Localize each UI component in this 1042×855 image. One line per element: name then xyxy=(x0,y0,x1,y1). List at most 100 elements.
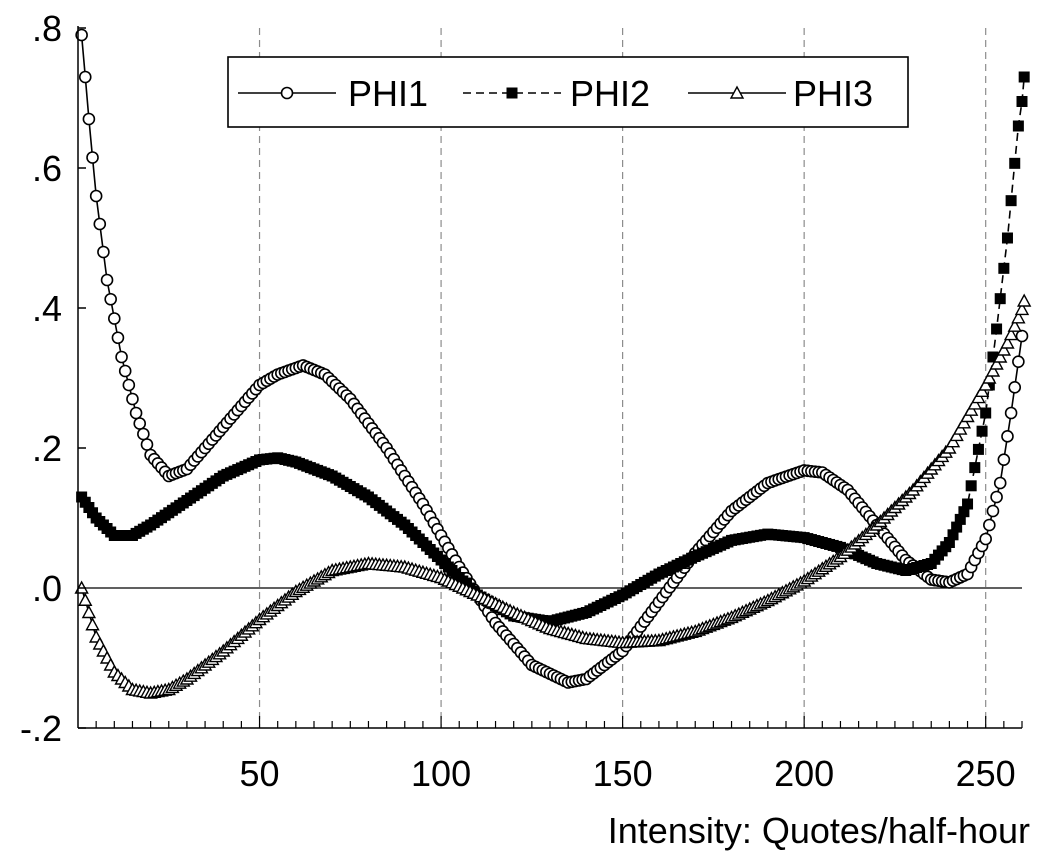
point-phi3 xyxy=(963,402,979,416)
point-phi2 xyxy=(947,529,959,541)
point-phi2 xyxy=(1016,96,1028,107)
point-phi2 xyxy=(1012,120,1024,132)
point-phi1 xyxy=(126,392,139,406)
point-phi1 xyxy=(115,350,128,364)
series-phi3 xyxy=(74,293,1032,699)
point-phi1 xyxy=(997,453,1011,466)
y-tick-label: .6 xyxy=(32,148,62,189)
point-phi2 xyxy=(951,521,963,533)
point-phi1 xyxy=(104,292,117,306)
point-phi1 xyxy=(133,417,147,430)
tick-labels: -.2 .0 .2 .4 .6 .8 50 100 150 200 250 xyxy=(20,8,1016,794)
point-phi1 xyxy=(129,406,143,420)
point-phi2 xyxy=(994,293,1006,305)
point-phi1 xyxy=(75,28,88,42)
point-phi3 xyxy=(971,390,986,404)
point-phi1 xyxy=(986,504,1000,518)
point-phi2 xyxy=(976,425,988,437)
point-phi1 xyxy=(118,364,132,378)
legend-marker-phi2 xyxy=(506,87,518,99)
point-phi3 xyxy=(974,383,990,397)
point-phi3 xyxy=(993,349,1008,363)
x-axis-label: Intensity: Quotes/half-hour xyxy=(608,810,1030,851)
point-phi3 xyxy=(78,592,93,606)
point-phi2 xyxy=(1018,71,1030,83)
y-tick-label: .2 xyxy=(32,428,62,469)
point-phi1 xyxy=(983,518,996,532)
point-phi1 xyxy=(93,217,107,231)
point-phi1 xyxy=(89,189,103,203)
point-phi1 xyxy=(108,312,121,325)
series-line-phi1 xyxy=(80,34,1023,684)
point-phi2 xyxy=(980,407,992,419)
x-tick-label: 200 xyxy=(774,753,834,794)
point-phi3 xyxy=(1011,310,1026,324)
point-phi3 xyxy=(1000,335,1015,349)
y-tick-label: .0 xyxy=(32,568,62,609)
legend-box xyxy=(227,56,909,128)
point-phi1 xyxy=(111,331,125,345)
point-phi1 xyxy=(1001,430,1014,443)
x-tick-label: 100 xyxy=(411,753,471,794)
y-tick-label: .8 xyxy=(32,8,62,49)
point-phi3 xyxy=(85,617,100,631)
point-phi3 xyxy=(996,342,1012,356)
point-phi2 xyxy=(1009,157,1021,169)
point-phi1 xyxy=(137,427,150,441)
point-phi2 xyxy=(958,506,970,518)
point-phi3 xyxy=(81,605,97,619)
point-phi3 xyxy=(967,396,982,410)
series-phi1 xyxy=(75,28,1029,689)
point-phi1 xyxy=(1012,355,1025,368)
point-phi1 xyxy=(990,490,1003,504)
point-phi2 xyxy=(954,513,966,525)
point-phi3 xyxy=(945,434,961,448)
point-phi1 xyxy=(1008,381,1022,394)
legend-marker-phi3 xyxy=(729,85,745,99)
x-tick-label: 50 xyxy=(240,753,280,794)
point-phi3 xyxy=(953,421,968,435)
point-phi1 xyxy=(78,70,92,84)
point-phi3 xyxy=(1007,318,1022,332)
x-tick-label: 250 xyxy=(956,753,1016,794)
legend-label-phi2: PHI2 xyxy=(570,73,650,114)
x-tick-label: 150 xyxy=(593,753,653,794)
point-phi2 xyxy=(962,498,974,510)
point-phi3 xyxy=(985,363,1001,377)
series-layer xyxy=(74,28,1032,699)
point-phi2 xyxy=(969,462,981,474)
legend-label-phi1: PHI1 xyxy=(348,73,428,114)
point-phi2 xyxy=(965,480,977,492)
point-phi3 xyxy=(942,440,957,454)
point-phi3 xyxy=(1014,301,1030,316)
point-phi1 xyxy=(1015,329,1029,343)
point-phi2 xyxy=(972,443,984,455)
point-phi2 xyxy=(943,537,955,548)
point-phi1 xyxy=(140,438,154,451)
legend-label-phi3: PHI3 xyxy=(793,73,873,114)
point-phi1 xyxy=(979,532,992,546)
y-tick-label: .4 xyxy=(32,288,62,329)
point-phi1 xyxy=(100,273,114,287)
point-phi2 xyxy=(998,262,1010,274)
point-phi1 xyxy=(86,151,99,164)
point-phi3 xyxy=(989,356,1004,370)
point-phi2 xyxy=(1001,232,1013,244)
vertical-gridlines xyxy=(258,28,987,728)
point-phi3 xyxy=(960,409,975,423)
point-phi3 xyxy=(978,377,993,391)
point-phi2 xyxy=(1005,195,1017,207)
legend-marker-phi1 xyxy=(280,86,294,100)
point-phi2 xyxy=(991,323,1003,335)
point-phi1 xyxy=(82,112,96,126)
point-phi2 xyxy=(987,351,999,363)
point-phi1 xyxy=(97,245,110,259)
point-phi3 xyxy=(982,370,997,384)
axes xyxy=(77,26,1023,729)
point-phi1 xyxy=(993,476,1007,490)
legend: PHI1 PHI2 PHI3 xyxy=(227,56,909,128)
point-phi3 xyxy=(1003,327,1019,341)
point-phi3 xyxy=(1016,293,1032,307)
point-phi1 xyxy=(1004,406,1018,420)
